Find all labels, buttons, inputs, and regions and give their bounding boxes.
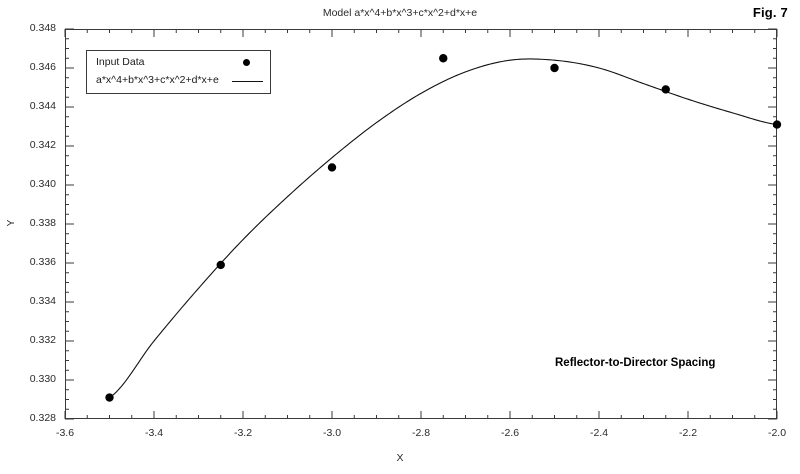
legend-marker-dot-icon [230, 54, 264, 72]
y-tick-label: 0.344 [29, 100, 56, 112]
chart-title: Model a*x^4+b*x^3+c*x^2+d*x+e [322, 7, 478, 19]
data-point [327, 163, 337, 172]
legend-item-input-data: Input Data [96, 54, 266, 73]
x-tick-label: -2.8 [411, 427, 431, 439]
legend-label: Input Data [96, 56, 145, 68]
y-tick-label: 0.328 [29, 412, 56, 424]
legend-label: a*x^4+b*x^3+c*x^2+d*x+e [96, 74, 219, 86]
data-point [105, 393, 114, 402]
data-point [550, 63, 559, 73]
x-tick-label: -3.6 [55, 427, 75, 439]
x-tick-label: -3.2 [233, 427, 253, 439]
x-tick-label: -2.4 [589, 427, 609, 439]
fit-curve-line [109, 58, 778, 398]
data-point [772, 120, 782, 129]
axis-ticks [64, 28, 778, 420]
y-tick-label: 0.332 [29, 334, 56, 346]
y-tick-label: 0.338 [29, 217, 56, 229]
data-point [661, 85, 670, 94]
y-axis-title: Y [5, 219, 17, 227]
data-point [216, 260, 225, 270]
y-tick-label: 0.334 [29, 295, 56, 307]
y-tick-label: 0.346 [29, 61, 56, 73]
plot-frame [65, 29, 777, 419]
x-tick-label: -2.0 [767, 427, 787, 439]
x-tick-label: -3.4 [144, 427, 164, 439]
figure-number-label: Fig. 7 [752, 5, 788, 20]
legend-item-model-fit: a*x^4+b*x^3+c*x^2+d*x+e [96, 72, 266, 91]
legend-marker-line-icon [230, 72, 264, 90]
x-tick-label: -2.2 [678, 427, 698, 439]
y-tick-label: 0.330 [29, 373, 56, 385]
legend: Input Data a*x^4+b*x^3+c*x^2+d*x+e [86, 50, 271, 94]
x-axis-title: X [396, 452, 404, 464]
data-points [105, 54, 782, 402]
y-tick-label: 0.336 [29, 256, 56, 268]
x-tick-label: -3.0 [322, 427, 342, 439]
y-tick-label: 0.342 [29, 139, 56, 151]
plot-annotation: Reflector-to-Director Spacing [555, 357, 716, 369]
data-point [439, 54, 448, 63]
x-tick-label: -2.6 [500, 427, 520, 439]
y-tick-label: 0.340 [29, 178, 56, 190]
y-tick-label: 0.348 [29, 22, 56, 34]
